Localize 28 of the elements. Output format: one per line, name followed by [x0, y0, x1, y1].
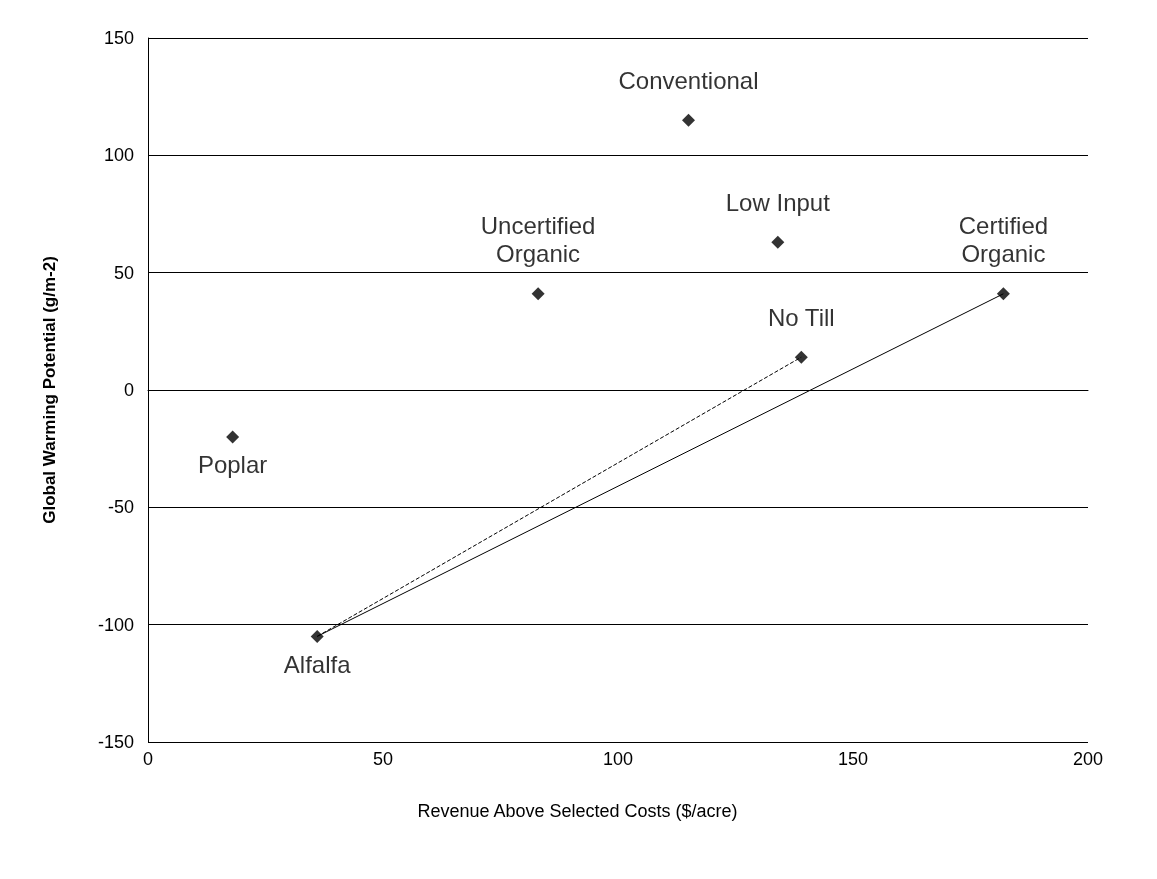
- annotation: Conventional: [618, 66, 759, 94]
- y-tick-label: -100: [97, 614, 134, 635]
- point: [310, 629, 324, 643]
- y-tick-label: 0: [123, 380, 134, 400]
- x-tick-label: 50: [372, 749, 394, 769]
- annotation: No Till: [767, 303, 835, 331]
- x-tick-label: 100: [602, 749, 634, 769]
- y-tick-label: -150: [97, 732, 134, 752]
- point: [794, 350, 808, 364]
- point: [996, 287, 1010, 301]
- y-tick-label: 50: [113, 262, 134, 283]
- point: [682, 113, 695, 127]
- x-tick-label: 0: [142, 749, 154, 769]
- x-axis-title: Revenue Above Selected Costs ($/acre): [417, 801, 738, 821]
- y-tick-label: 150: [103, 28, 134, 48]
- annotation: Poplar: [197, 451, 268, 479]
- annotation: Low Input: [725, 188, 831, 216]
- point: [531, 287, 545, 301]
- annotation: Alfalfa: [283, 650, 352, 678]
- x-tick-label: 150: [837, 749, 869, 769]
- annotation: Uncertified Organic: [480, 212, 596, 268]
- y-tick-label: -50: [107, 497, 134, 518]
- y-axis-title: Global Warming Potential (g/m-2): [40, 256, 59, 524]
- point: [226, 430, 240, 444]
- point: [771, 235, 785, 249]
- annotation: Certified Organic: [958, 212, 1049, 268]
- y-tick-label: 100: [103, 145, 134, 166]
- x-tick-label: 200: [1072, 749, 1104, 769]
